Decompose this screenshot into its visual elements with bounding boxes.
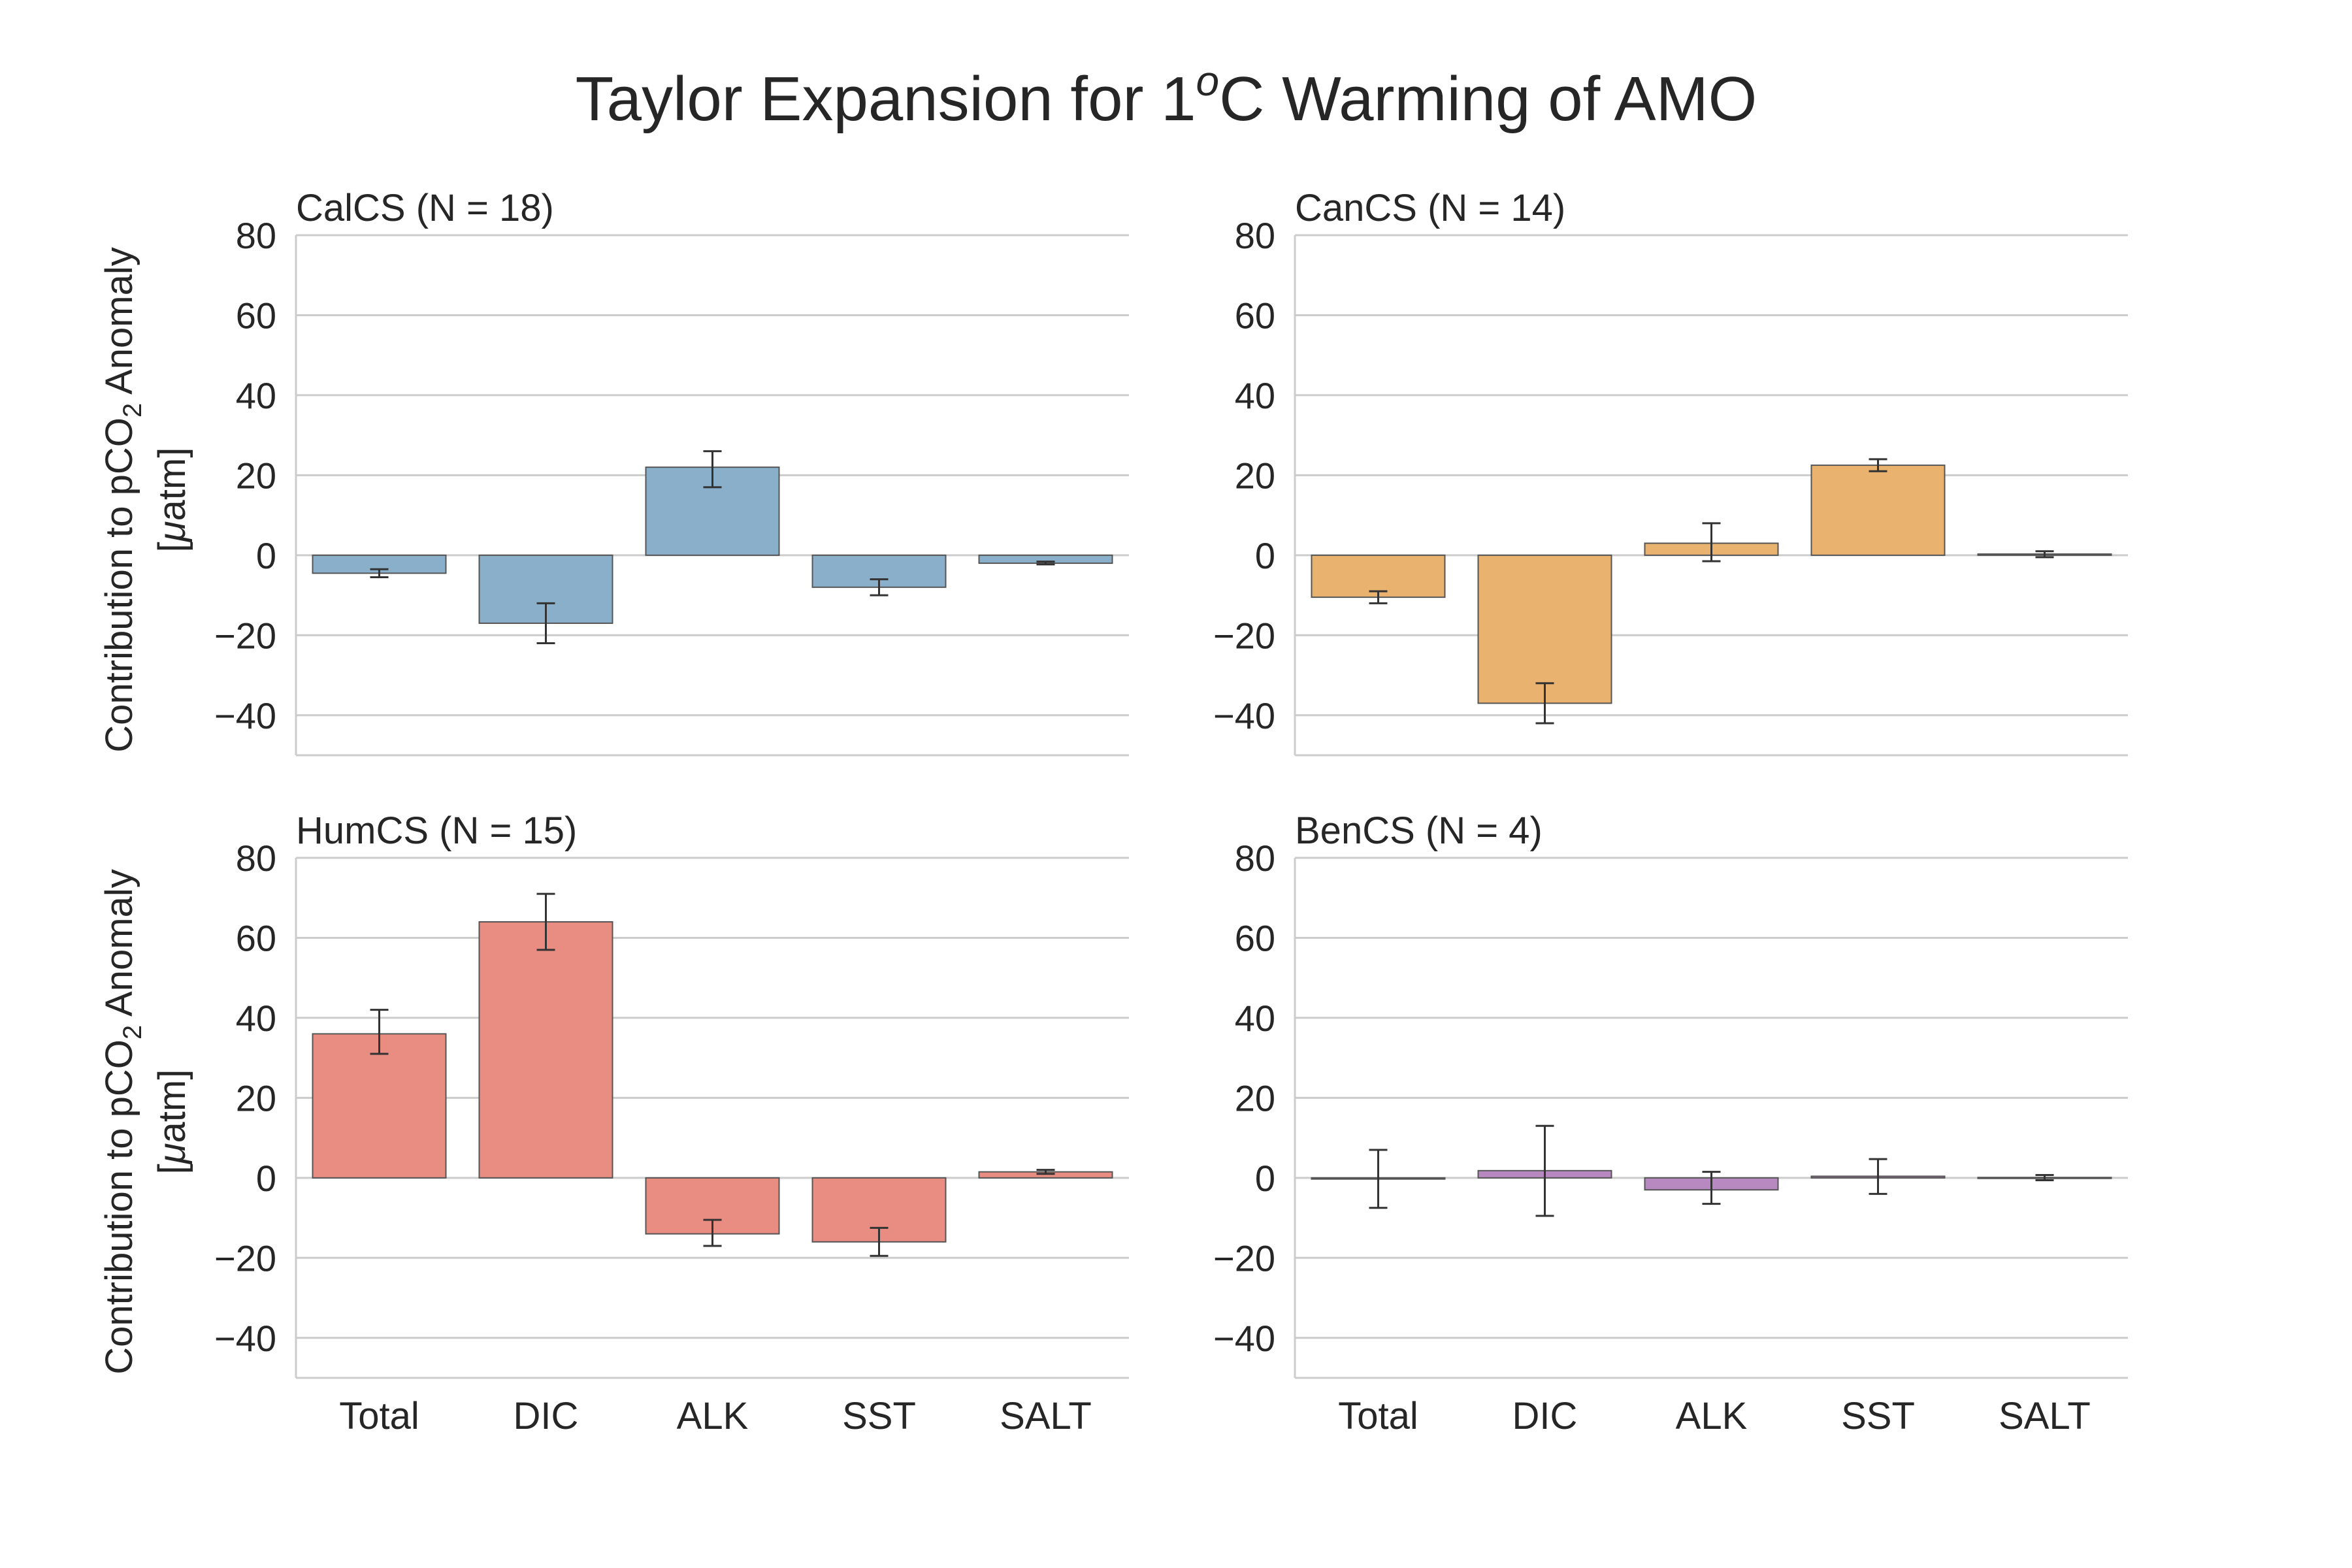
humcs-y-tick-label: 60 xyxy=(236,917,276,958)
humcs-x-tick-label: SALT xyxy=(1000,1395,1092,1437)
bencs-y-tick-label: −40 xyxy=(1213,1318,1275,1359)
calcs-y-tick-label: −40 xyxy=(214,695,276,736)
cancs-y-tick-label: 40 xyxy=(1235,375,1275,416)
bencs-y-tick-label: 0 xyxy=(1255,1158,1275,1199)
calcs-title: CalCS (N = 18) xyxy=(296,187,554,229)
calcs-y-tick-label: 40 xyxy=(236,375,276,416)
y-axis-label-top-units: [μatm] xyxy=(151,448,193,553)
calcs-y-tick-label: −20 xyxy=(214,615,276,656)
humcs-title: HumCS (N = 15) xyxy=(296,809,577,852)
cancs-title: CanCS (N = 14) xyxy=(1295,187,1565,229)
panel-humcs: 80 60 40 20 0 −20 −40 HumCS (N = 15) Total DIC ALK… xyxy=(214,809,1129,1437)
cancs-y-tick-label: 20 xyxy=(1235,455,1275,496)
bencs-y-tick-label: 40 xyxy=(1235,998,1275,1039)
cancs-y-tick-label: 80 xyxy=(1235,215,1275,256)
y-axis-label-bottom-units: [μatm] xyxy=(151,1070,193,1175)
bencs-x-tick-label: SST xyxy=(1841,1395,1915,1437)
panel-bencs: 80 60 40 20 0 −20 −40 BenCS (N = 4) Total DIC ALK S… xyxy=(1213,809,2128,1437)
humcs-x-tick-label: Total xyxy=(339,1395,419,1437)
panel-cancs: 80 60 40 20 0 −20 −40 CanCS (N = 14) xyxy=(1213,187,2128,757)
cancs-y-tick-label: −20 xyxy=(1213,615,1275,656)
calcs-y-tick-label: 60 xyxy=(236,295,276,336)
bencs-x-tick-label: SALT xyxy=(1999,1395,2091,1437)
humcs-bar-dic xyxy=(478,921,613,1179)
calcs-y-tick-label: 80 xyxy=(236,215,276,256)
bencs-x-tick-label: DIC xyxy=(1512,1395,1578,1437)
figure-title: Taylor Expansion for 1oC Warming of AMO xyxy=(576,57,1757,134)
humcs-y-tick-label: 40 xyxy=(236,998,276,1039)
bencs-x-tick-label: ALK xyxy=(1676,1395,1748,1437)
bencs-y-tick-label: 60 xyxy=(1235,917,1275,958)
calcs-y-tick-label: 0 xyxy=(256,535,276,576)
humcs-y-tick-label: 20 xyxy=(236,1077,276,1119)
cancs-y-tick-label: 60 xyxy=(1235,295,1275,336)
humcs-y-tick-label: 80 xyxy=(236,838,276,879)
bencs-y-tick-label: 80 xyxy=(1235,838,1275,879)
humcs-y-tick-label: −40 xyxy=(214,1318,276,1359)
cancs-y-tick-label: −40 xyxy=(1213,695,1275,736)
bencs-x-tick-label: Total xyxy=(1338,1395,1418,1437)
panel-calcs: 80 60 40 20 0 −20 −40 CalCS (N = 18) xyxy=(214,187,1129,757)
bencs-title: BenCS (N = 4) xyxy=(1295,809,1543,852)
cancs-y-tick-label: 0 xyxy=(1255,535,1275,576)
humcs-y-tick-label: 0 xyxy=(256,1158,276,1199)
y-axis-label-top: Contribution to pCO2 Anomaly xyxy=(98,247,147,752)
y-axis-label-bottom: Contribution to pCO2 Anomaly xyxy=(98,869,147,1374)
bencs-y-tick-label: 20 xyxy=(1235,1077,1275,1119)
cancs-bar-dic xyxy=(1477,554,1612,704)
humcs-bar-total xyxy=(312,1033,447,1179)
humcs-x-tick-label: SST xyxy=(842,1395,916,1437)
bencs-y-tick-label: −20 xyxy=(1213,1237,1275,1279)
humcs-x-tick-label: DIC xyxy=(514,1395,579,1437)
humcs-y-tick-label: −20 xyxy=(214,1237,276,1279)
humcs-x-tick-label: ALK xyxy=(677,1395,749,1437)
cancs-bar-sst xyxy=(1810,465,1946,556)
calcs-y-tick-label: 20 xyxy=(236,455,276,496)
